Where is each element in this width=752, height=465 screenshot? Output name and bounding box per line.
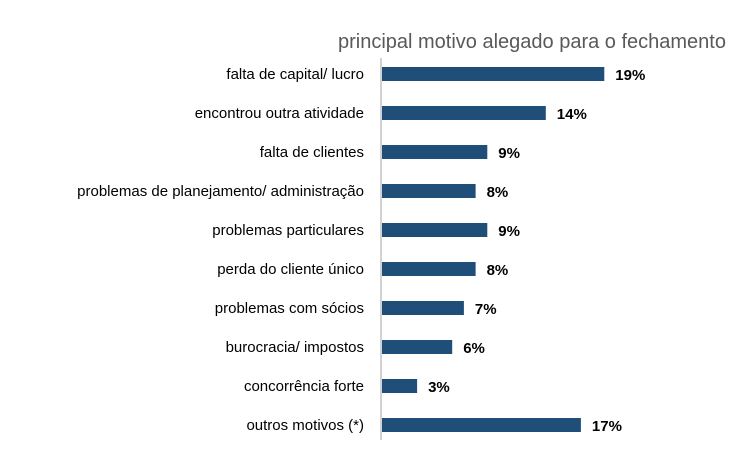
bar [382,301,464,315]
data-label: 8% [487,184,509,201]
data-label: 19% [615,67,645,84]
chart-title: principal motivo alegado para o fechamen… [338,31,726,53]
data-label: 9% [498,145,520,162]
data-label: 14% [557,106,587,123]
bar [382,418,581,432]
bar [382,379,418,393]
category-label: perda do cliente único [217,261,364,278]
category-label: falta de capital/ lucro [226,66,364,83]
category-label: burocracia/ impostos [226,339,364,356]
data-label: 6% [463,340,485,357]
category-label: encontrou outra atividade [195,105,364,122]
data-label: 17% [592,418,622,435]
bar [382,223,488,237]
category-label: concorrência forte [244,378,364,395]
data-label: 8% [487,262,509,279]
category-label: problemas particulares [212,222,364,239]
category-label: falta de clientes [260,144,364,161]
bar [382,340,453,354]
data-label: 7% [475,301,497,318]
bar [382,106,546,120]
bar [382,145,488,159]
bar [382,184,476,198]
data-label: 3% [428,379,450,396]
category-label: problemas com sócios [215,300,364,317]
data-label: 9% [498,223,520,240]
bar [382,262,476,276]
category-label: outros motivos (*) [246,417,364,434]
bar [382,67,605,81]
category-label: problemas de planejamento/ administração [77,183,364,200]
